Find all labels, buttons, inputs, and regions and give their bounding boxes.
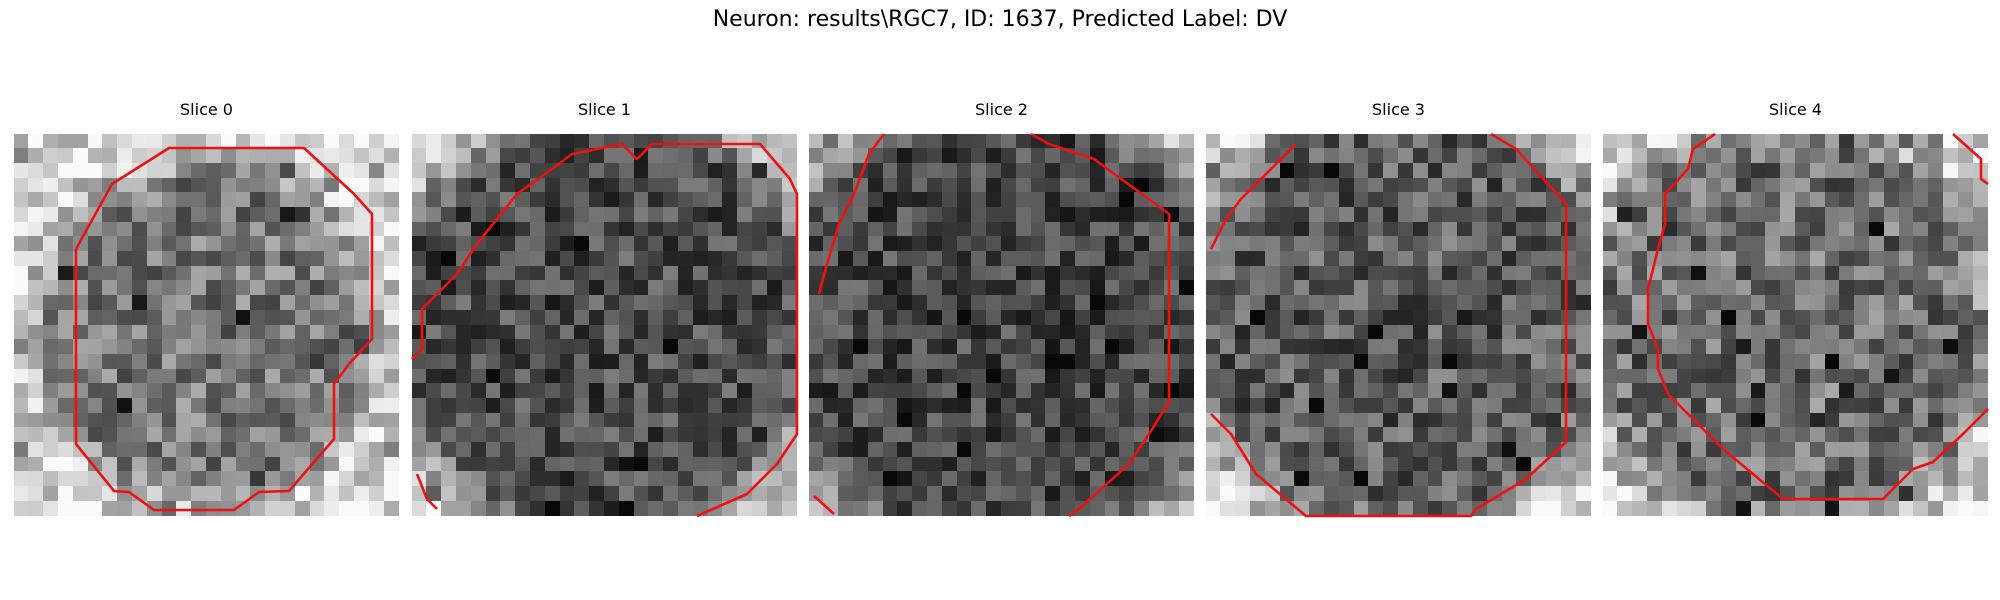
contour-overlay-2 <box>813 132 1171 518</box>
contour-line-0-0 <box>74 146 374 512</box>
slice-panel-4: Slice 4 <box>1603 100 1989 516</box>
slice-panel-0: Slice 0 <box>14 100 399 516</box>
slice-panel-2: Slice 2 <box>809 100 1194 518</box>
slice-panel-3: Slice 3 <box>1206 100 1591 518</box>
slice-image-4 <box>1603 134 1988 516</box>
slice-title-3: Slice 3 <box>1372 100 1425 119</box>
slice-image-2 <box>809 134 1194 516</box>
contour-overlay-1 <box>411 142 799 518</box>
contour-line-3-0 <box>1209 143 1297 250</box>
contour-overlay-3 <box>1209 132 1568 518</box>
contour-line-1-0 <box>411 142 799 518</box>
slice-title-4: Slice 4 <box>1769 100 1822 119</box>
slice-image-1 <box>412 134 797 516</box>
contour-line-2-0 <box>817 133 886 295</box>
slice-title-2: Slice 2 <box>975 100 1028 119</box>
contour-overlay-4 <box>1646 132 1989 501</box>
figure-title: Neuron: results\RGC7, ID: 1637, Predicte… <box>712 7 1288 32</box>
contour-line-2-2 <box>813 495 835 515</box>
contour-line-4-1 <box>1952 133 1989 186</box>
contour-line-1-1 <box>415 473 438 510</box>
contour-line-4-0 <box>1646 132 1989 501</box>
slice-panel-1: Slice 1 <box>411 100 799 518</box>
contour-line-3-1 <box>1210 132 1568 518</box>
contour-overlay-0 <box>74 146 374 512</box>
contour-line-2-1 <box>1030 132 1171 518</box>
slice-title-0: Slice 0 <box>180 100 233 119</box>
slice-title-1: Slice 1 <box>578 100 631 119</box>
slice-image-0 <box>14 134 399 516</box>
slice-image-3 <box>1206 134 1591 516</box>
